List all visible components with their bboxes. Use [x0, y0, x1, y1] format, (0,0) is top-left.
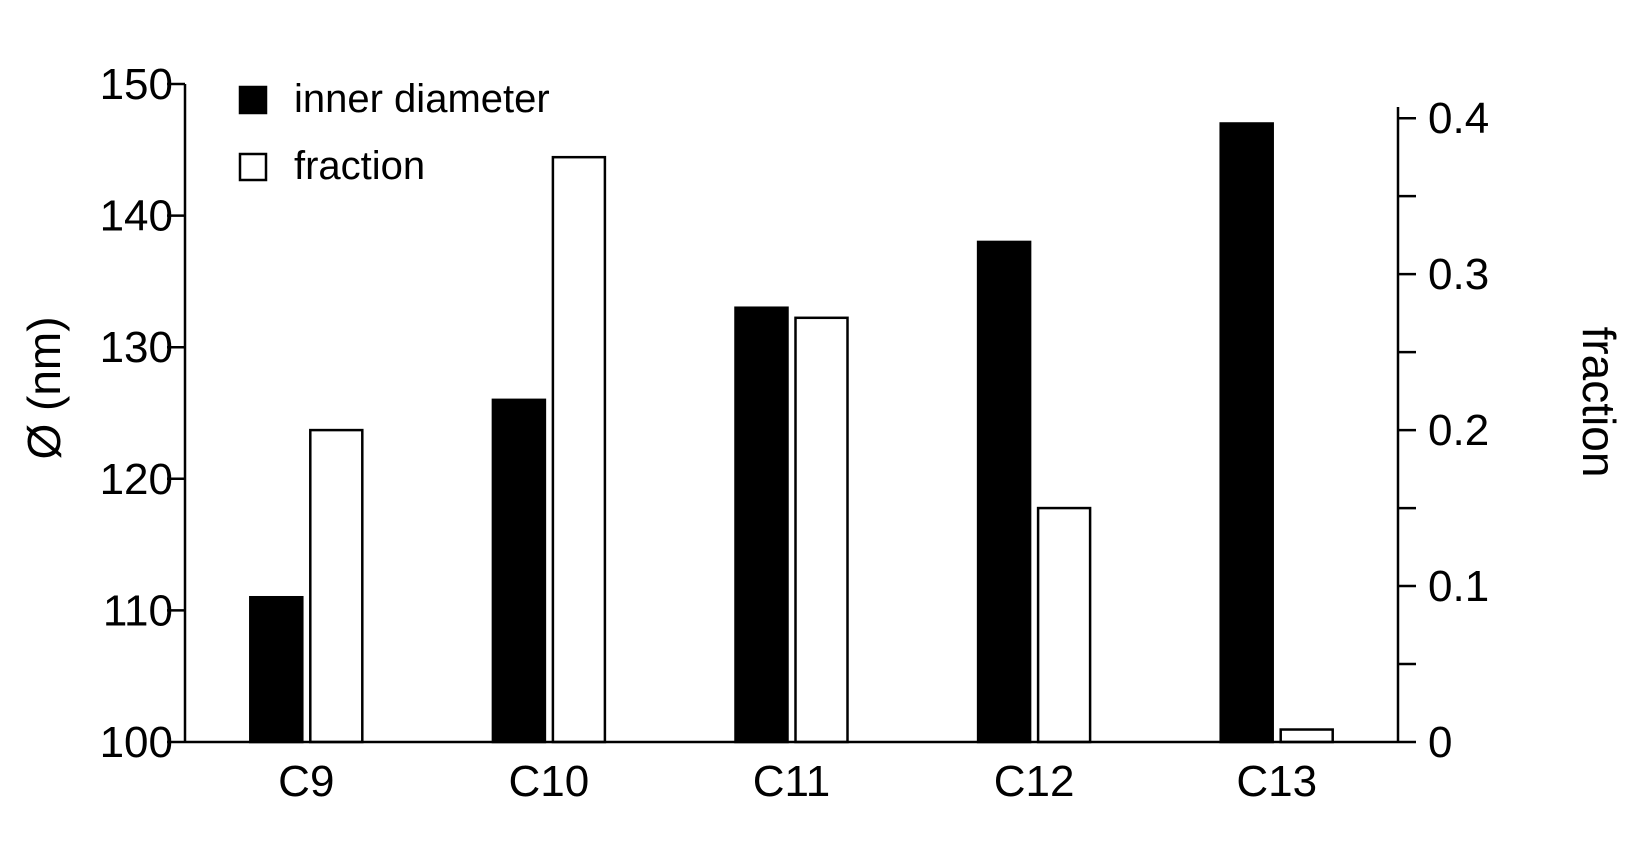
- left-axis-title: Ø (nm): [18, 316, 70, 459]
- bar-inner-diameter: [734, 306, 789, 744]
- bar-inner-diameter: [491, 398, 547, 744]
- x-tick-label: C9: [278, 757, 334, 806]
- bar-fraction: [794, 316, 849, 744]
- bar-inner-diameter: [249, 595, 304, 744]
- bar-fraction: [1036, 506, 1092, 744]
- bar-inner-diameter: [1219, 122, 1274, 744]
- left-tick-label: 150: [100, 60, 173, 109]
- right-axis-title: fraction: [1573, 327, 1625, 478]
- legend: inner diameter fraction: [238, 77, 550, 188]
- axes-group: 100 110 120 130 140 150 0 0.1 0.2 0.3 0.4 Ø (nm) fra…: [18, 60, 1625, 806]
- bar-fraction: [309, 428, 364, 744]
- bars-group: [249, 122, 1334, 744]
- right-tick-label: 0.2: [1428, 406, 1489, 455]
- bar-fraction: [551, 155, 607, 744]
- legend-swatch-inner-diameter: [238, 85, 268, 115]
- right-tick-label: 0.4: [1428, 94, 1489, 143]
- bar-inner-diameter: [976, 240, 1032, 744]
- legend-label-inner-diameter: inner diameter: [294, 77, 550, 121]
- right-tick-label: 0: [1428, 718, 1452, 767]
- left-tick-label: 120: [100, 455, 173, 504]
- left-tick-label: 140: [100, 192, 173, 241]
- x-tick-label: C11: [753, 757, 830, 806]
- left-tick-label: 130: [100, 323, 173, 372]
- x-tick-label: C13: [1236, 757, 1317, 806]
- right-tick-label: 0.3: [1428, 250, 1489, 299]
- bar-fraction: [1279, 728, 1334, 744]
- x-tick-label: C12: [994, 757, 1075, 806]
- legend-swatch-fraction: [238, 152, 268, 182]
- left-tick-label: 100: [100, 718, 173, 767]
- right-tick-label: 0.1: [1428, 562, 1489, 611]
- x-tick-label: C10: [509, 757, 590, 806]
- legend-label-fraction: fraction: [294, 144, 425, 188]
- left-tick-label: 110: [103, 586, 173, 635]
